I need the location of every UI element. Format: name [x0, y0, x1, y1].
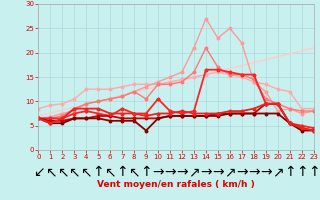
X-axis label: Vent moyen/en rafales ( km/h ): Vent moyen/en rafales ( km/h ): [97, 180, 255, 189]
